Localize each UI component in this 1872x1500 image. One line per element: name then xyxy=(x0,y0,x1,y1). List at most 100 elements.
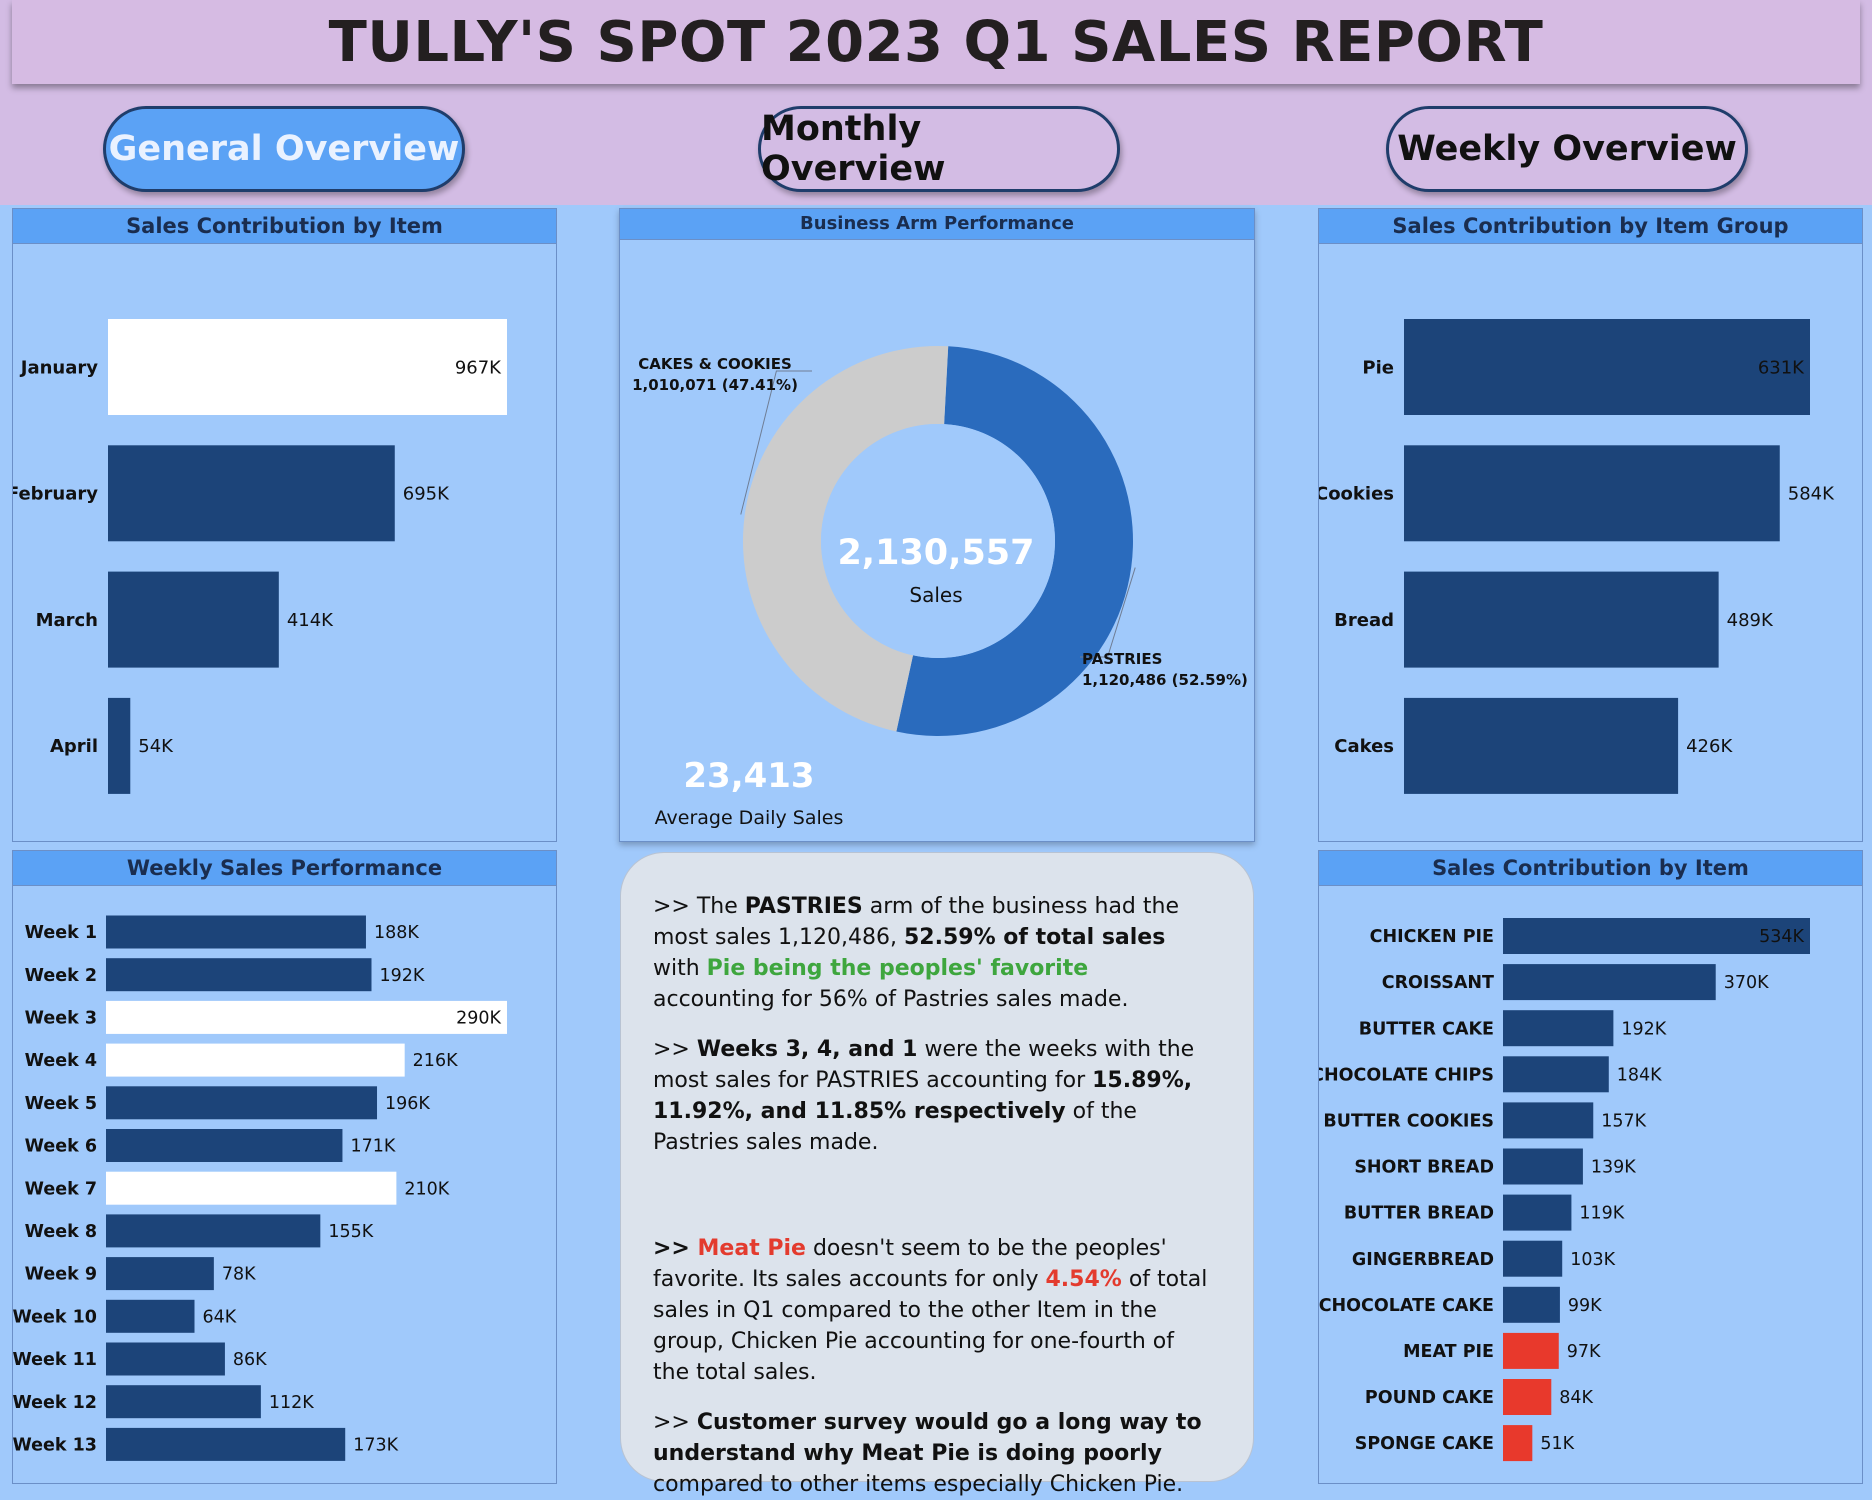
category-label-pie: Pie xyxy=(1362,357,1394,378)
monthly-sales-panel: Sales Contribution by Item January 967K Fe… xyxy=(12,208,557,842)
category-label-butter-cookies: BUTTER COOKIES xyxy=(1323,1112,1494,1132)
value-label-pie: 631K xyxy=(1758,357,1805,378)
weekly-overview-button[interactable]: Weekly Overview xyxy=(1386,106,1748,192)
value-label-april: 54K xyxy=(138,736,174,757)
bar-butter-cake xyxy=(1503,1010,1614,1047)
report-title-bar: TULLY'S SPOT 2023 Q1 SALES REPORT xyxy=(12,0,1860,84)
bar-week-7 xyxy=(106,1171,397,1205)
slice-value-pastries: 1,120,486 (52.59%) xyxy=(1082,671,1248,689)
value-label-cakes: 426K xyxy=(1686,736,1733,757)
insight-meat-pie: >> Meat Pie doesn't seem to be the peopl… xyxy=(653,1236,1208,1385)
leader-line-cakes-cookies xyxy=(740,370,812,515)
category-label-sponge-cake: SPONGE CAKE xyxy=(1355,1434,1494,1454)
value-label-short-bread: 139K xyxy=(1591,1158,1636,1178)
item-group-title: Sales Contribution by Item Group xyxy=(1319,209,1862,244)
value-label-week-11: 86K xyxy=(233,1350,267,1370)
item-sales-title: Sales Contribution by Item xyxy=(1319,851,1862,886)
monthly-overview-button[interactable]: Monthly Overview xyxy=(758,106,1120,192)
item-sales-panel: Sales Contribution by Item CHICKEN PIE 53… xyxy=(1318,850,1863,1484)
category-label-chicken-pie: CHICKEN PIE xyxy=(1370,927,1494,947)
bar-pie xyxy=(1404,319,1810,415)
category-label-bread: Bread xyxy=(1334,610,1394,631)
bar-week-8 xyxy=(106,1214,321,1248)
bar-week-1 xyxy=(106,915,366,949)
bar-week-5 xyxy=(106,1086,378,1120)
bar-chocolate-chips xyxy=(1503,1056,1609,1093)
category-label-january: January xyxy=(19,357,98,378)
donut-slice-cakes-cookies xyxy=(742,346,949,732)
category-label-chocolate-chips: CHOCOLATE CHIPS xyxy=(1319,1065,1494,1085)
weekly-sales-chart: Week 1 188K Week 2 192K Week 3 290K Week 4 216K… xyxy=(13,915,507,1461)
weekly-sales-panel: Weekly Sales Performance Week 1 188K Week … xyxy=(12,850,557,1484)
category-label-week-8: Week 8 xyxy=(25,1222,97,1242)
value-label-week-13: 173K xyxy=(353,1436,398,1456)
insights-card: >> The PASTRIES arm of the business had … xyxy=(620,852,1254,1497)
category-label-pound-cake: POUND CAKE xyxy=(1365,1388,1494,1408)
category-label-week-10: Week 10 xyxy=(13,1307,97,1327)
value-label-chocolate-cake: 99K xyxy=(1568,1296,1602,1316)
bar-week-9 xyxy=(106,1257,214,1291)
bar-cakes xyxy=(1404,697,1679,794)
bar-week-11 xyxy=(106,1342,225,1376)
bar-short-bread xyxy=(1503,1148,1583,1185)
monthly-sales-chart: January 967K February 695K March 414K April 54K xyxy=(13,319,507,794)
category-label-week-2: Week 2 xyxy=(25,966,97,986)
value-label-week-4: 216K xyxy=(413,1051,458,1071)
bar-february xyxy=(108,445,395,542)
category-label-april: April xyxy=(50,736,98,757)
value-label-week-7: 210K xyxy=(404,1179,449,1199)
category-label-croissant: CROISSANT xyxy=(1382,973,1494,993)
slice-name-cakes-cookies: CAKES & COOKIES xyxy=(638,355,792,373)
value-label-week-2: 192K xyxy=(379,966,424,986)
bar-bread xyxy=(1404,571,1719,668)
category-label-meat-pie: MEAT PIE xyxy=(1403,1342,1494,1362)
total-sales-value: 2,130,557 xyxy=(837,533,1034,573)
category-label-cookies: Cookies xyxy=(1319,484,1394,505)
bar-week-4 xyxy=(106,1043,405,1077)
category-label-butter-bread: BUTTER BREAD xyxy=(1344,1204,1494,1224)
slice-value-cakes-cookies: 1,010,071 (47.41%) xyxy=(632,376,798,394)
business-arm-title: Business Arm Performance xyxy=(620,209,1254,240)
value-label-march: 414K xyxy=(287,610,334,631)
report-title: TULLY'S SPOT 2023 Q1 SALES REPORT xyxy=(328,9,1544,75)
bar-meat-pie xyxy=(1503,1332,1559,1369)
value-label-chicken-pie: 534K xyxy=(1759,927,1804,947)
bar-pound-cake xyxy=(1503,1379,1552,1415)
value-label-week-6: 171K xyxy=(350,1137,395,1157)
category-label-week-1: Week 1 xyxy=(25,923,97,943)
value-label-pound-cake: 84K xyxy=(1559,1388,1593,1408)
value-label-butter-bread: 119K xyxy=(1579,1204,1624,1224)
category-label-week-6: Week 6 xyxy=(25,1137,97,1157)
bar-gingerbread xyxy=(1503,1240,1563,1277)
bar-january xyxy=(108,319,507,415)
category-label-week-5: Week 5 xyxy=(25,1094,97,1114)
value-label-february: 695K xyxy=(403,484,450,505)
average-daily-sales-value: 23,413 xyxy=(683,756,814,796)
bar-cookies xyxy=(1404,445,1780,542)
insight-top-weeks: >> Weeks 3, 4, and 1 were the weeks with… xyxy=(653,1037,1195,1155)
bar-chicken-pie xyxy=(1503,918,1810,954)
category-label-short-bread: SHORT BREAD xyxy=(1354,1158,1494,1178)
business-arm-donut-chart: 2,130,557 Sales 23,413 Average Daily Sales P… xyxy=(632,346,1248,829)
monthly-sales-title: Sales Contribution by Item xyxy=(13,209,556,244)
insight-pastries: >> The PASTRIES arm of the business had … xyxy=(653,894,1179,1012)
value-label-january: 967K xyxy=(455,357,502,378)
general-overview-button[interactable]: General Overview xyxy=(103,106,465,192)
bar-sponge-cake xyxy=(1503,1425,1533,1462)
business-arm-panel: Business Arm Performance 2,130,557 Sales 2… xyxy=(619,208,1255,842)
donut-hole xyxy=(821,424,1055,658)
value-label-bread: 489K xyxy=(1727,610,1774,631)
weekly-sales-title: Weekly Sales Performance xyxy=(13,851,556,886)
value-label-butter-cake: 192K xyxy=(1621,1019,1666,1039)
value-label-meat-pie: 97K xyxy=(1567,1342,1601,1362)
bar-butter-bread xyxy=(1503,1194,1572,1231)
total-sales-label: Sales xyxy=(909,583,962,607)
bar-march xyxy=(108,571,279,668)
bar-week-2 xyxy=(106,958,372,992)
bar-week-10 xyxy=(106,1299,195,1333)
bar-week-13 xyxy=(106,1427,346,1461)
value-label-croissant: 370K xyxy=(1724,973,1769,993)
category-label-week-13: Week 13 xyxy=(13,1436,97,1456)
category-label-week-9: Week 9 xyxy=(25,1265,97,1285)
value-label-week-5: 196K xyxy=(385,1094,430,1114)
